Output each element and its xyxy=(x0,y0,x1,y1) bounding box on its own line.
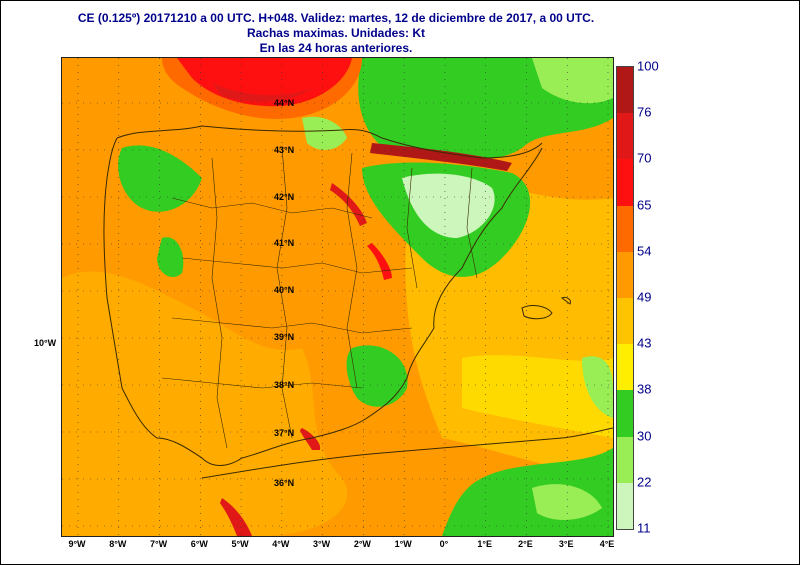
green-portugal xyxy=(157,237,184,278)
legend-value: 49 xyxy=(637,289,652,305)
color-legend xyxy=(616,66,634,530)
lat-label-43: 43°N xyxy=(274,145,295,155)
title-line-3: En las 24 horas anteriores. xyxy=(259,41,413,55)
legend-value: 54 xyxy=(637,243,652,259)
legend-value: 38 xyxy=(637,381,652,397)
lat-label-39: 39°N xyxy=(274,332,295,342)
palegreen-ebro xyxy=(402,173,495,238)
lon-tick-label: 4°W xyxy=(272,539,290,549)
wind-gust-map xyxy=(61,57,614,537)
lat-label-37: 37°N xyxy=(274,428,295,438)
legend-value: 76 xyxy=(637,104,652,120)
map-canvas xyxy=(62,58,613,536)
lon-tick-label: 0° xyxy=(439,539,449,549)
field-balearic xyxy=(462,355,613,438)
lon-tick-label: 9°W xyxy=(68,539,86,549)
lat-label-42: 42°N xyxy=(274,192,295,202)
lat-label-36: 36°N xyxy=(274,478,295,488)
iberic-red xyxy=(330,183,367,226)
green-murcia xyxy=(346,345,408,407)
field-west-south xyxy=(62,271,348,536)
legend-swatch xyxy=(617,436,633,484)
legend-swatch xyxy=(617,205,633,253)
legend-value: 65 xyxy=(637,197,652,213)
title-line-2: Rachas maximas. Unidades: Kt xyxy=(246,26,426,40)
gibraltar-red xyxy=(220,498,252,536)
lon-tick-label: 7°W xyxy=(149,539,168,549)
lat-label-38: 38°N xyxy=(274,380,295,390)
title-line-1: CE (0.125º) 20171210 a 00 UTC. H+048. Va… xyxy=(77,11,595,25)
legend-swatch xyxy=(617,298,633,345)
side-lon-label: 10°W xyxy=(34,338,57,348)
lon-tick-label: 3°E xyxy=(558,539,574,549)
lon-tick-label: 3°W xyxy=(313,539,331,549)
lat-label-40: 40°N xyxy=(274,285,295,295)
legend-swatch xyxy=(617,482,633,530)
green-galicia xyxy=(118,145,202,212)
coastline xyxy=(103,125,543,466)
legend-swatch xyxy=(617,390,633,438)
lon-tick-label: 4°E xyxy=(599,539,615,549)
province-borders xyxy=(161,147,478,449)
lat-lon-grid xyxy=(62,58,613,536)
lon-tick-label: 8°W xyxy=(109,539,127,549)
lon-tick-label: 2°E xyxy=(518,539,533,549)
africa-coast xyxy=(201,427,613,479)
legend-swatch xyxy=(617,344,633,391)
legend-value: 22 xyxy=(637,474,652,490)
legend-value: 11 xyxy=(637,520,651,536)
legend-value: 100 xyxy=(637,58,659,74)
legend-value: 30 xyxy=(637,428,652,444)
legend-swatch xyxy=(617,159,633,207)
lat-label-44: 44°N xyxy=(274,98,295,108)
lon-tick-label: 6°W xyxy=(190,539,208,549)
legend-swatch xyxy=(617,251,633,299)
legend-swatch xyxy=(617,67,633,114)
legend-value: 70 xyxy=(637,150,652,166)
legend-value: 43 xyxy=(637,335,652,351)
lightgreen-north xyxy=(532,58,613,104)
lightgreen-africa xyxy=(532,484,602,520)
lon-tick-label: 2°W xyxy=(353,539,371,549)
legend-swatch xyxy=(617,113,633,160)
lat-label-41: 41°N xyxy=(274,238,295,248)
green-east-edge xyxy=(582,356,613,418)
balearic-islands xyxy=(521,297,571,320)
lon-tick-label: 5°W xyxy=(231,539,249,549)
darkred-biscay xyxy=(212,83,312,102)
granada-red xyxy=(300,428,321,450)
lon-tick-label: 1°E xyxy=(477,539,492,549)
green-cantabria xyxy=(302,116,347,150)
lon-tick-label: 1°W xyxy=(394,539,412,549)
